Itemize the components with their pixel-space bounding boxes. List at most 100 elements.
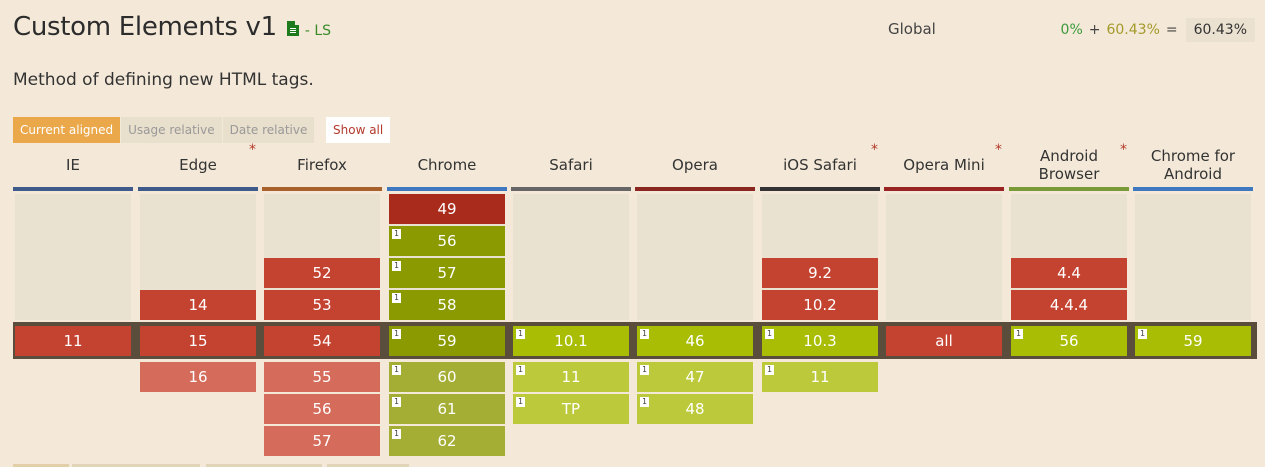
browser-name[interactable]: Chrome for Android xyxy=(1150,147,1236,183)
past-versions-area xyxy=(637,194,753,320)
feature-description: Method of defining new HTML tags. xyxy=(13,70,314,90)
note-marker[interactable]: 1 xyxy=(516,365,525,375)
current-version-cell[interactable]: 59 1 xyxy=(389,326,505,356)
future-version-cell[interactable]: 60 1 xyxy=(389,362,505,392)
version-label: 9.2 xyxy=(808,264,832,282)
note-marker[interactable]: 1 xyxy=(516,397,525,407)
note-marker[interactable]: 1 xyxy=(640,365,649,375)
note-marker[interactable]: 1 xyxy=(392,261,401,271)
future-version-cell[interactable]: 61 1 xyxy=(389,394,505,424)
bottom-tab-edge xyxy=(327,464,409,467)
past-version-cell[interactable]: 49 xyxy=(389,194,505,224)
future-version-cell[interactable]: 11 1 xyxy=(513,362,629,392)
past-versions-area xyxy=(886,194,1002,320)
note-marker[interactable]: 1 xyxy=(392,293,401,303)
version-label: 61 xyxy=(437,400,457,418)
note-marker[interactable]: 1 xyxy=(640,397,649,407)
future-version-cell[interactable]: 48 1 xyxy=(637,394,753,424)
current-version-cell[interactable]: 11 xyxy=(15,326,131,356)
future-version-cell[interactable]: 16 xyxy=(140,362,256,392)
note-marker[interactable]: 1 xyxy=(640,329,649,339)
browser-column-chrome-for-android: Chrome for Android 59 1 xyxy=(1133,145,1253,465)
note-marker[interactable]: 1 xyxy=(392,365,401,375)
version-label: 11 xyxy=(63,332,83,350)
browser-color-bar xyxy=(138,187,258,191)
asterisk-icon[interactable]: * xyxy=(871,142,878,158)
note-marker[interactable]: 1 xyxy=(392,329,401,339)
note-marker[interactable]: 1 xyxy=(392,429,401,439)
usage-partial: 60.43% xyxy=(1106,22,1160,38)
current-version-cell[interactable]: 15 xyxy=(140,326,256,356)
tab-usage-relative[interactable]: Usage relative xyxy=(121,117,222,143)
note-marker[interactable]: 1 xyxy=(1014,329,1023,339)
browser-column-ios-safari: iOS Safari * 9.2 10.2 10.3 1 11 1 xyxy=(760,142,880,465)
version-label: 55 xyxy=(312,368,332,386)
current-version-cell[interactable]: 10.1 1 xyxy=(513,326,629,356)
past-version-cell[interactable]: 58 1 xyxy=(389,290,505,320)
future-version-cell[interactable]: 62 1 xyxy=(389,426,505,456)
browser-name[interactable]: Opera xyxy=(672,156,718,174)
browser-column-edge: Edge * 14 15 16 xyxy=(138,142,258,465)
document-icon[interactable] xyxy=(286,21,299,36)
bottom-tab-edge xyxy=(13,464,69,467)
asterisk-icon[interactable]: * xyxy=(1120,142,1127,158)
future-version-cell[interactable]: 47 1 xyxy=(637,362,753,392)
past-version-cell[interactable]: 9.2 xyxy=(762,258,878,288)
past-version-cell[interactable]: 52 xyxy=(264,258,380,288)
version-label: all xyxy=(935,332,953,350)
future-version-cell[interactable]: 55 xyxy=(264,362,380,392)
spec-status[interactable]: - LS xyxy=(304,23,332,39)
usage-region-label: Global xyxy=(888,20,936,38)
current-version-cell[interactable]: all xyxy=(886,326,1002,356)
browser-column-opera: Opera 46 1 47 1 48 1 xyxy=(635,145,755,465)
future-version-cell[interactable]: 57 xyxy=(264,426,380,456)
current-version-cell[interactable]: 56 1 xyxy=(1011,326,1127,356)
note-marker[interactable]: 1 xyxy=(765,329,774,339)
bottom-tab-edge xyxy=(206,464,322,467)
tab-date-relative[interactable]: Date relative xyxy=(222,117,315,143)
tab-current-aligned[interactable]: Current aligned xyxy=(13,117,121,143)
version-label: 49 xyxy=(437,200,457,218)
future-version-cell[interactable]: TP 1 xyxy=(513,394,629,424)
feature-title[interactable]: Custom Elements v1 xyxy=(13,12,277,42)
past-version-cell[interactable]: 10.2 xyxy=(762,290,878,320)
browser-name[interactable]: Android Browser xyxy=(1038,147,1100,183)
browser-name[interactable]: Safari xyxy=(549,156,593,174)
show-all-button[interactable]: Show all xyxy=(326,117,391,143)
version-label: 62 xyxy=(437,432,457,450)
browser-name[interactable]: Edge xyxy=(179,156,217,174)
version-label: 4.4.4 xyxy=(1049,296,1089,314)
current-version-cell[interactable]: 54 xyxy=(264,326,380,356)
future-version-cell[interactable]: 56 xyxy=(264,394,380,424)
note-marker[interactable]: 1 xyxy=(392,229,401,239)
past-version-cell[interactable]: 57 1 xyxy=(389,258,505,288)
browser-name[interactable]: Chrome xyxy=(417,156,477,174)
note-marker[interactable]: 1 xyxy=(1138,329,1147,339)
bottom-tab-edge xyxy=(72,464,200,467)
note-marker[interactable]: 1 xyxy=(765,365,774,375)
asterisk-icon[interactable]: * xyxy=(995,142,1002,158)
browser-name[interactable]: Opera Mini xyxy=(903,156,985,174)
usage-full: 0% xyxy=(1060,22,1083,38)
past-version-cell[interactable]: 4.4 xyxy=(1011,258,1127,288)
current-version-cell[interactable]: 10.3 1 xyxy=(762,326,878,356)
version-label: 56 xyxy=(1059,332,1079,350)
current-version-cell[interactable]: 46 1 xyxy=(637,326,753,356)
version-label: 47 xyxy=(685,368,705,386)
past-version-cell[interactable]: 14 xyxy=(140,290,256,320)
past-version-cell[interactable]: 56 1 xyxy=(389,226,505,256)
version-label: 4.4 xyxy=(1057,264,1081,282)
browser-name[interactable]: iOS Safari xyxy=(783,156,857,174)
note-marker[interactable]: 1 xyxy=(392,397,401,407)
browser-name[interactable]: IE xyxy=(66,156,80,174)
current-version-cell[interactable]: 59 1 xyxy=(1135,326,1251,356)
browser-name[interactable]: Firefox xyxy=(297,156,347,174)
future-version-cell[interactable]: 11 1 xyxy=(762,362,878,392)
note-marker[interactable]: 1 xyxy=(516,329,525,339)
past-version-cell[interactable]: 4.4.4 xyxy=(1011,290,1127,320)
asterisk-icon[interactable]: * xyxy=(249,142,256,158)
browser-column-opera-mini: Opera Mini * all xyxy=(884,142,1004,465)
past-version-cell[interactable]: 53 xyxy=(264,290,380,320)
version-label: 15 xyxy=(188,332,208,350)
usage-total: 60.43% xyxy=(1185,18,1255,42)
